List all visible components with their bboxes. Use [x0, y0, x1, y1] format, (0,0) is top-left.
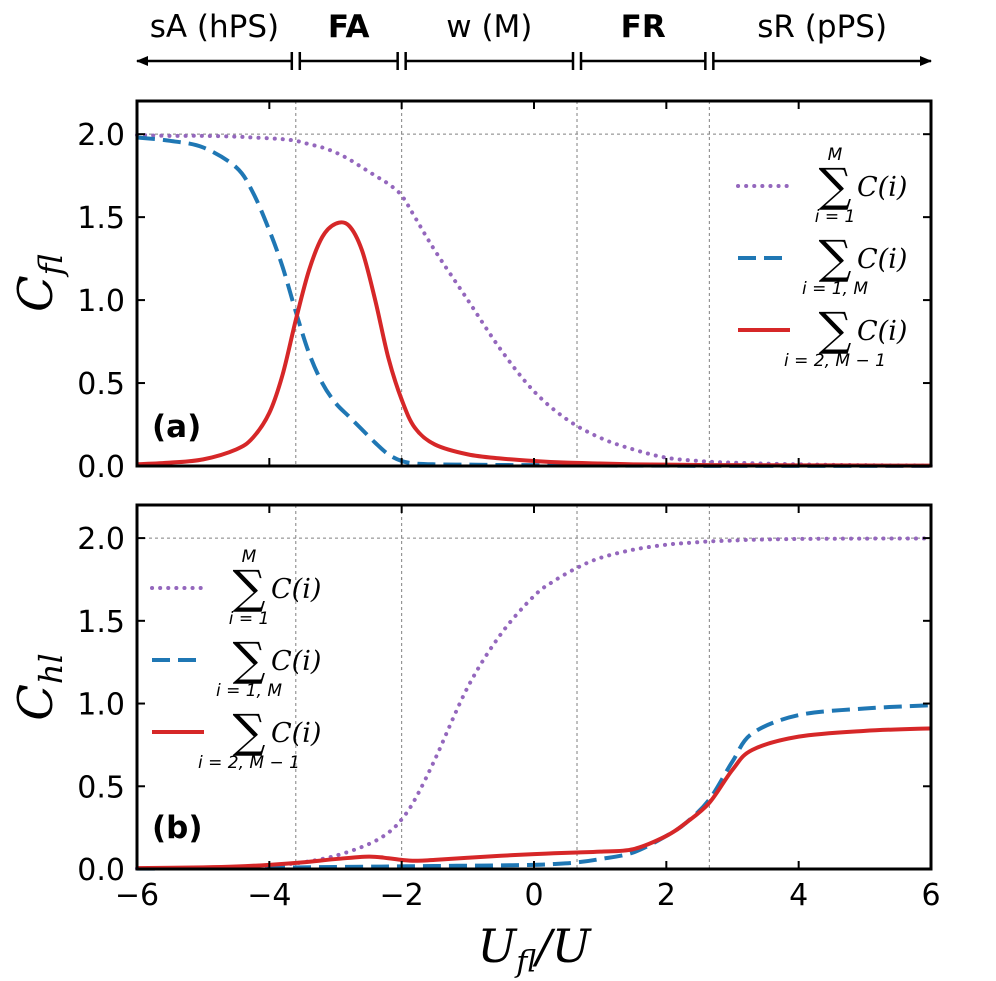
panel-b-ytick-label-1: 0.5	[77, 770, 125, 805]
panel-a-legend-sum-top-sum_total: M	[828, 145, 843, 165]
panel-b-series-sum_edges	[136, 703, 932, 871]
panel-b-xtick-label-4: 2	[657, 878, 676, 913]
panel-a-legend-label-sum_inner: C(i)	[857, 316, 907, 347]
panel-b-legend-sum-bottom-sum_total: i = 1	[229, 609, 270, 629]
region-label-3: FR	[621, 9, 666, 45]
panel-a-legend-sum-bottom-sum_edges: i = 1, M	[802, 279, 868, 299]
panel-b: −6 −4 −2 0 2 4 60.00.51.01.52.0 (b) Chl ∑Mi = …	[8, 503, 941, 913]
panel-b-xtick-label-5: 4	[789, 878, 808, 913]
panel-a-series	[135, 133, 933, 468]
panel-a-legend-sigma-sum_total: ∑	[819, 158, 852, 212]
x-axis-title-tail: /U	[532, 919, 592, 973]
region-band: sA (hPS) FA w (M) FR sR (pPS)	[136, 9, 932, 70]
panel-a-ticks: 0.0 0.5 1.0 1.5 2.0	[77, 101, 932, 485]
panel-b-legend-sigma-sum_total: ∑	[233, 560, 266, 614]
panel-b-legend-sum-bottom-sum_edges: i = 1, M	[216, 681, 282, 701]
panel-a-series-sum_edges	[136, 135, 931, 468]
panel-b-ylabel-sub: hl	[32, 653, 70, 684]
panel-b-ylabel-main: C	[8, 684, 64, 721]
region-label-4: sR (pPS)	[757, 9, 887, 45]
panel-a-ytick-label-3: 1.5	[77, 201, 125, 236]
panel-a-legend-sigma-sum_edges: ∑	[819, 230, 852, 284]
panel-b-ytick-label-4: 2.0	[77, 522, 125, 557]
panel-a-legend-sum-bottom-sum_inner: i = 2, M − 1	[784, 351, 886, 371]
panel-a-tag: (a)	[152, 409, 201, 445]
panel-b-ytick-label-0: 0.0	[77, 853, 125, 888]
panel-b-legend-sum-bottom-sum_inner: i = 2, M − 1	[198, 753, 300, 773]
panel-a-ytick-label-4: 2.0	[77, 118, 125, 153]
panel-a-ytick-label-0: 0.0	[77, 450, 125, 485]
panel-b-ticks: −6 −4 −2 0 2 4 6 0.0 0.5 1.0 1.5 2.0	[77, 505, 941, 913]
panel-b-ytick-label-2: 1.0	[77, 688, 125, 723]
panel-a: 0.00.51.01.52.0 (a) Cfl ∑Mi = 1C(i)∑i = …	[8, 99, 933, 485]
region-label-2: w (M)	[446, 9, 532, 45]
panel-b-xtick-label-1: −4	[247, 878, 291, 913]
panel-a-legend-sigma-sum_inner: ∑	[819, 302, 852, 356]
x-axis-title: Ufl/U	[477, 919, 592, 980]
panel-b-gridlines	[137, 505, 931, 869]
panel-a-gridlines	[137, 101, 931, 466]
x-axis-title-sub: fl	[514, 945, 536, 980]
panel-b-legend-sum-top-sum_total: M	[242, 547, 257, 567]
region-label-0: sA (hPS)	[150, 9, 279, 45]
panel-b-legend-sigma-sum_inner: ∑	[233, 704, 266, 758]
panel-a-ylabel: Cfl	[8, 254, 70, 312]
panel-a-ytick-label-1: 0.5	[77, 367, 125, 402]
panel-b-legend-sigma-sum_edges: ∑	[233, 632, 266, 686]
panel-a-ytick-label-2: 1.0	[77, 284, 125, 319]
panel-b-series	[135, 536, 933, 871]
x-axis-title-main: U	[477, 919, 518, 973]
panel-a-series-sum_inner	[136, 220, 932, 468]
panel-a-legend-label-sum_total: C(i)	[857, 172, 907, 203]
panel-a-legend-sum-bottom-sum_total: i = 1	[815, 207, 856, 227]
panel-a-ylabel-sub: fl	[32, 254, 70, 277]
panel-a-series-sum_total	[135, 133, 933, 468]
panel-b-ytick-label-3: 1.5	[77, 605, 125, 640]
panel-b-legend: ∑Mi = 1C(i)∑i = 1, MC(i)∑i = 2, M − 1C(i…	[150, 547, 321, 773]
region-label-1: FA	[328, 9, 370, 45]
panel-b-legend-label-sum_total: C(i)	[271, 574, 321, 605]
panel-a-legend-label-sum_edges: C(i)	[857, 244, 907, 275]
panel-b-legend-label-sum_edges: C(i)	[271, 646, 321, 677]
panel-b-xtick-label-0: −6	[115, 878, 159, 913]
panel-b-series-sum_inner	[136, 726, 932, 871]
panel-b-ylabel: Chl	[8, 653, 70, 721]
panel-b-xtick-label-2: −2	[380, 878, 424, 913]
panel-b-tag: (b)	[152, 810, 203, 846]
panel-b-xtick-label-6: 6	[921, 878, 940, 913]
panel-a-legend: ∑Mi = 1C(i)∑i = 1, MC(i)∑i = 2, M − 1C(i…	[736, 145, 907, 371]
panel-a-ylabel-main: C	[8, 275, 64, 312]
panel-b-xtick-label-3: 0	[524, 878, 543, 913]
panel-b-legend-label-sum_inner: C(i)	[271, 718, 321, 749]
